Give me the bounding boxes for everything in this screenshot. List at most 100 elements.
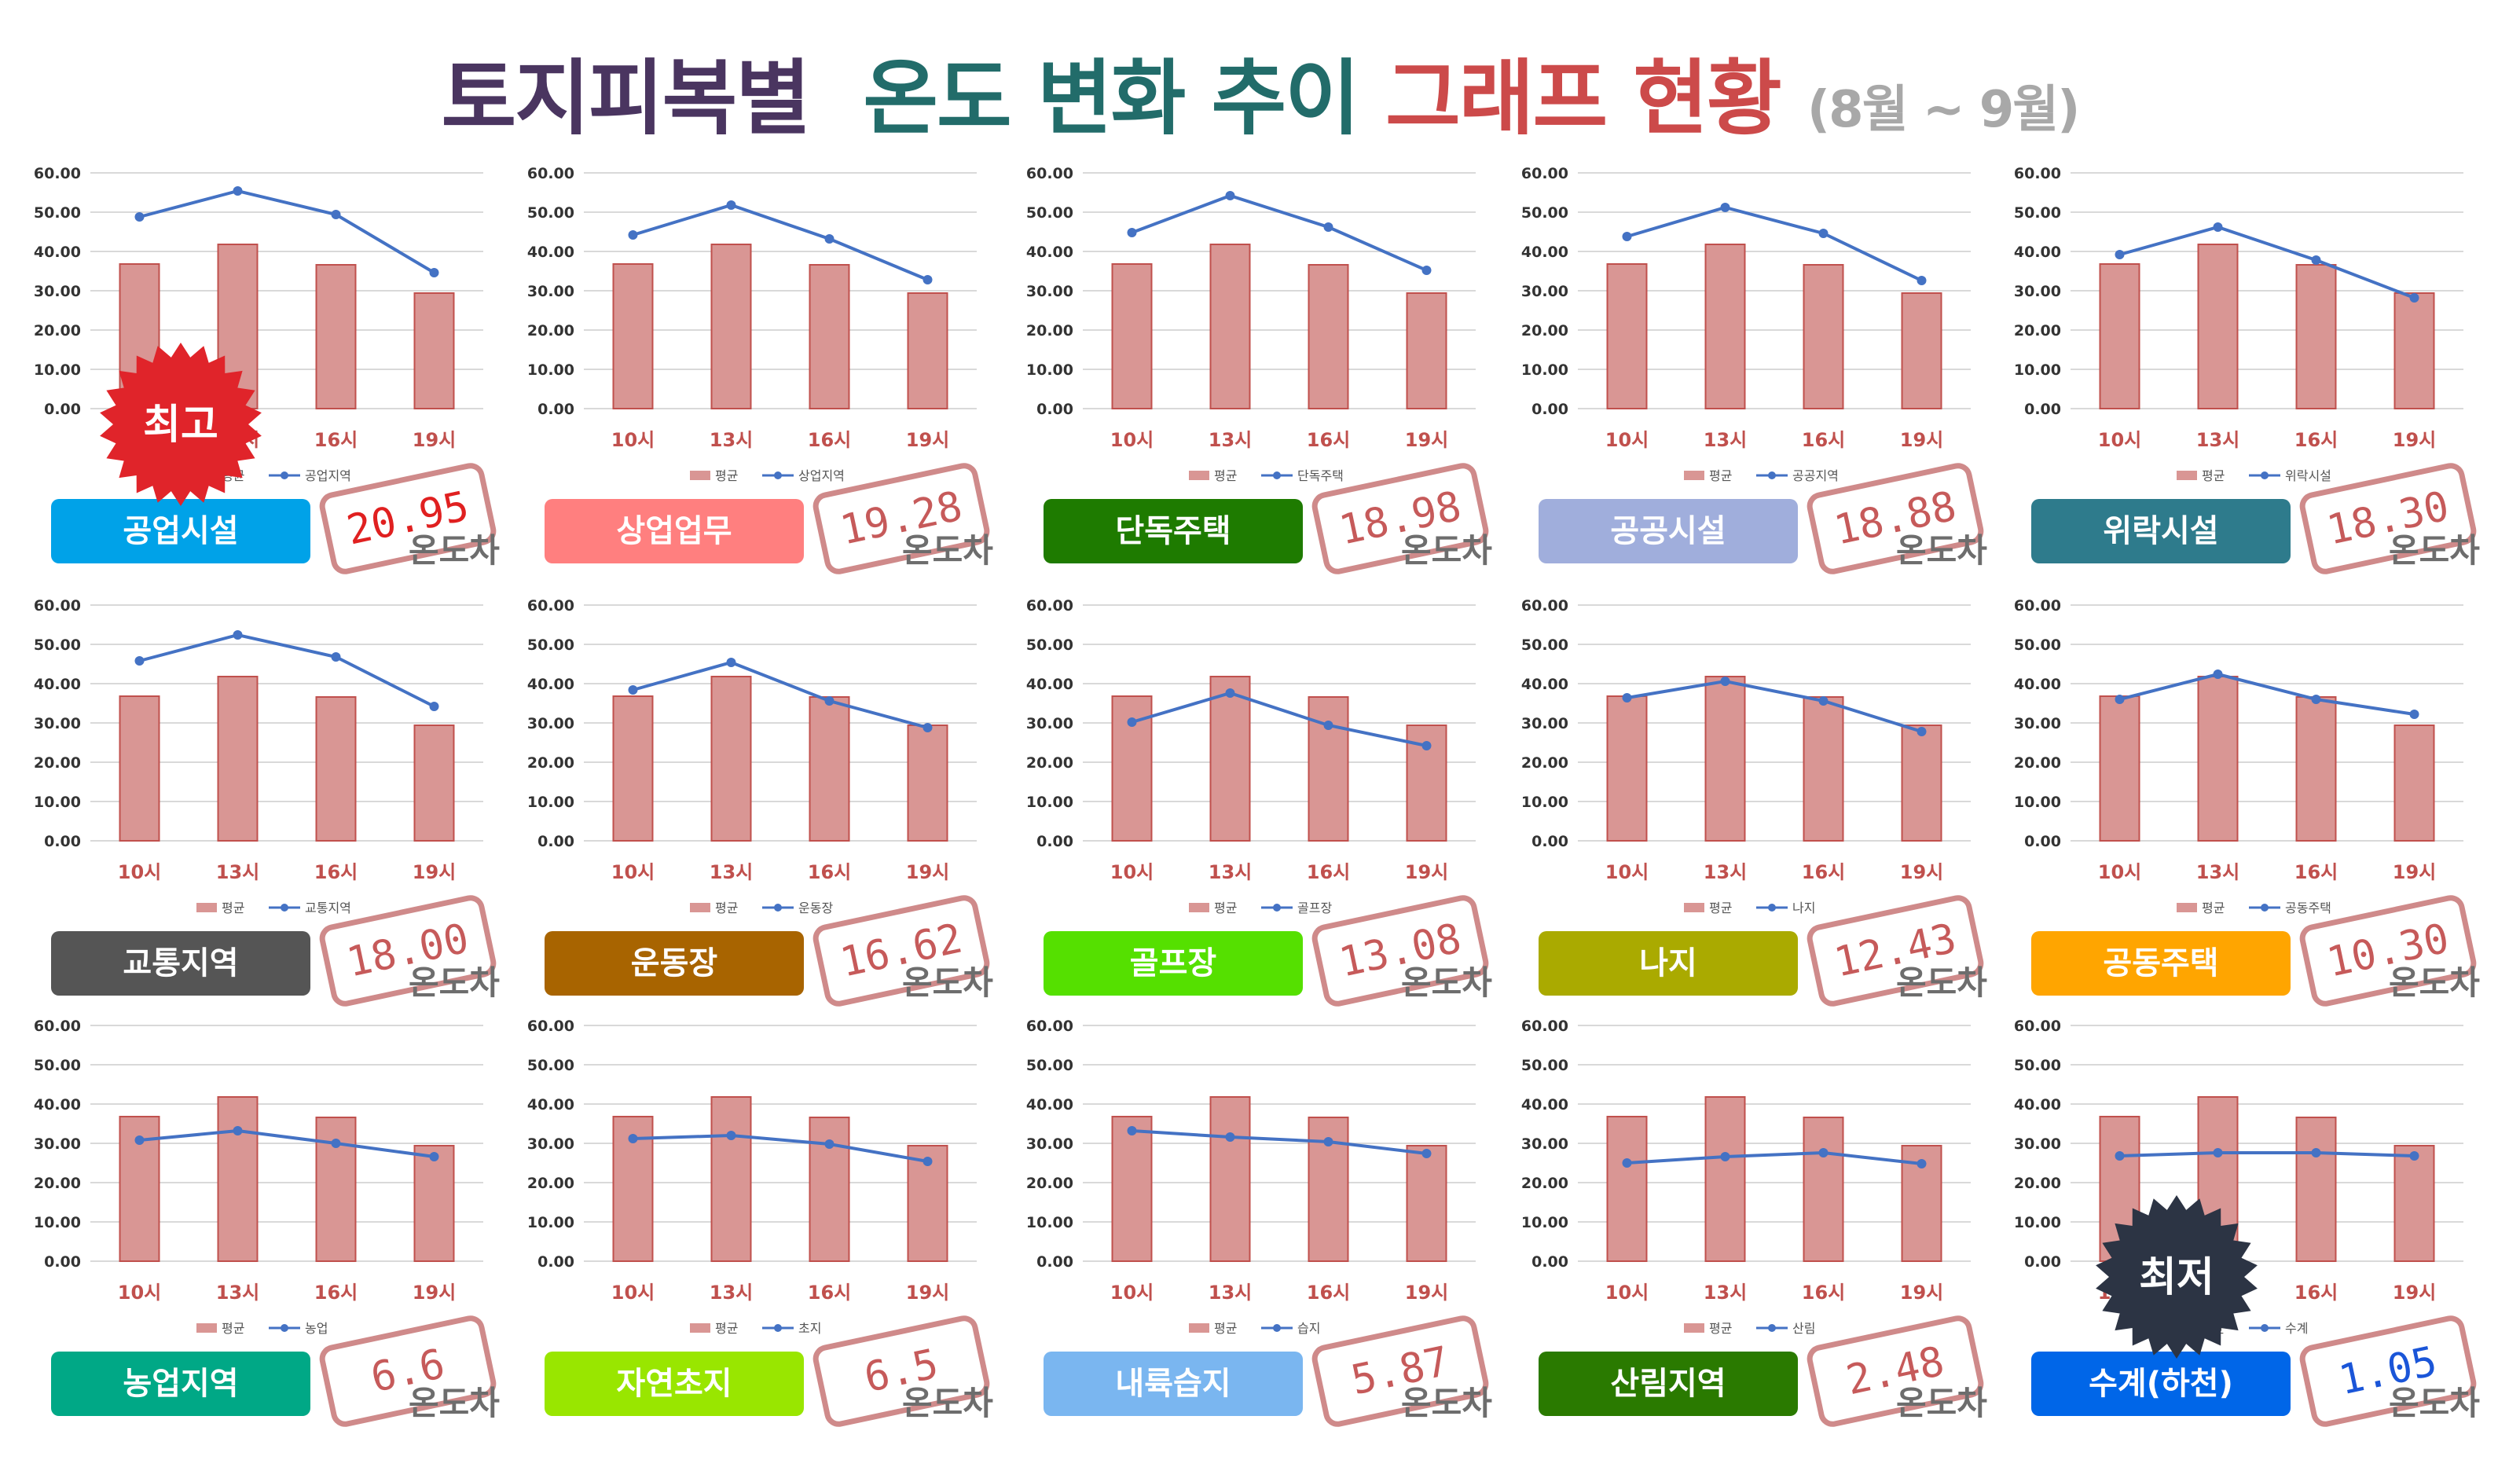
y-tick-label: 20.00	[1026, 1175, 1073, 1192]
series-line	[138, 633, 435, 708]
line-point	[1421, 741, 1432, 750]
y-tick-label: 50.00	[2014, 636, 2061, 654]
chart-svg: 0.0010.0020.0030.0040.0050.0060.0010시13시…	[2014, 1018, 2463, 1336]
legend-line-marker	[281, 1324, 288, 1332]
temp-diff-caption: 온도차	[2389, 963, 2480, 1002]
x-tick-label: 16시	[1802, 429, 1845, 451]
y-tick-label: 20.00	[34, 1175, 81, 1192]
line-point	[824, 234, 834, 244]
x-tick-label: 16시	[314, 429, 358, 451]
legend-line-marker	[1768, 904, 1776, 912]
bar	[1406, 1145, 1447, 1262]
series-line	[1132, 1129, 1427, 1155]
line-point	[1127, 1126, 1137, 1135]
line-point	[824, 1139, 834, 1149]
y-tick-label: 50.00	[34, 636, 81, 654]
y-tick-label: 10.00	[527, 794, 574, 811]
x-tick-label: 19시	[1405, 861, 1448, 883]
legend-bar-swatch	[2177, 903, 2197, 912]
bar	[710, 676, 752, 842]
y-tick-label: 20.00	[34, 322, 81, 339]
bar	[612, 263, 654, 409]
legend-line-marker	[774, 471, 782, 479]
line-point	[2311, 1148, 2321, 1157]
line-point	[2213, 669, 2223, 679]
bar	[413, 1145, 455, 1262]
y-tick-label: 60.00	[1521, 165, 1568, 182]
bar	[907, 292, 948, 409]
temp-diff-caption: 온도차	[1401, 531, 1492, 570]
y-tick-label: 50.00	[527, 636, 574, 654]
line-point	[2409, 710, 2419, 719]
x-tick-label: 19시	[413, 861, 456, 883]
chart-panel: 0.00 10.00 20.00 30.00 40.00 50.00 60.00 10시 13시…	[1503, 1006, 1998, 1430]
legend-bar-swatch	[1189, 903, 1209, 912]
y-tick-label: 40.00	[34, 244, 81, 261]
line-point	[233, 186, 243, 196]
legend-bar-label: 평균	[1214, 468, 1237, 483]
y-tick-label: 20.00	[1521, 322, 1568, 339]
x-tick-label: 10시	[1605, 861, 1649, 883]
y-tick-label: 30.00	[527, 715, 574, 732]
y-tick-label: 30.00	[34, 715, 81, 732]
bar	[809, 264, 850, 409]
y-tick-label: 40.00	[527, 1096, 574, 1113]
x-tick-label: 13시	[1209, 429, 1252, 451]
line-point	[1225, 688, 1235, 698]
bar	[1803, 1117, 1844, 1262]
title-part-2: 온도 변화 추이	[863, 50, 1359, 146]
chart-panel: 0.00 10.00 20.00 30.00 40.00 50.00 60.00 10시 13시…	[16, 585, 511, 1010]
y-tick-label: 0.00	[44, 1253, 81, 1271]
legend-bar-label: 평균	[1709, 901, 1732, 915]
line-point	[726, 658, 736, 667]
land-cover-label: 공업시설	[51, 499, 310, 563]
y-tick-label: 20.00	[1521, 1175, 1568, 1192]
y-tick-label: 10.00	[34, 361, 81, 379]
line-point	[1720, 203, 1730, 212]
series-line	[1626, 205, 1923, 282]
x-tick-label: 13시	[1209, 861, 1252, 883]
highest-badge: 최고	[100, 343, 262, 506]
x-tick-label: 13시	[710, 429, 753, 451]
bar	[413, 292, 455, 409]
y-tick-label: 10.00	[527, 361, 574, 379]
bar	[612, 695, 654, 842]
y-tick-label: 60.00	[34, 165, 81, 182]
y-tick-label: 30.00	[1521, 715, 1568, 732]
chart-panel: 0.00 10.00 20.00 30.00 40.00 50.00 60.00 10시 13시…	[1008, 1006, 1503, 1430]
legend-line-label: 수계	[2285, 1321, 2308, 1336]
bar	[217, 676, 259, 842]
y-tick-label: 50.00	[34, 1057, 81, 1074]
y-tick-label: 60.00	[1026, 597, 1073, 614]
legend-line-label: 위락시설	[2285, 468, 2331, 483]
x-tick-label: 19시	[906, 861, 949, 883]
series-line	[2119, 1151, 2415, 1157]
y-tick-label: 0.00	[2024, 833, 2061, 850]
x-tick-label: 10시	[611, 1282, 655, 1304]
x-tick-label: 13시	[2196, 429, 2239, 451]
x-tick-label: 19시	[413, 429, 456, 451]
y-tick-label: 40.00	[2014, 1096, 2061, 1113]
y-tick-label: 0.00	[537, 401, 574, 418]
page-title: 토지피복별 온도 변화 추이 그래프 현황 (8월 ~ 9월)	[0, 31, 2520, 150]
x-tick-label: 13시	[216, 861, 259, 883]
y-tick-label: 30.00	[2014, 1135, 2061, 1153]
x-tick-label: 16시	[314, 861, 358, 883]
temp-diff-caption: 온도차	[409, 1384, 500, 1422]
y-tick-label: 0.00	[2024, 1253, 2061, 1271]
line-point	[2409, 293, 2419, 303]
land-cover-label: 공공시설	[1539, 499, 1798, 563]
legend-line-label: 공동주택	[2285, 901, 2331, 915]
legend-bar-label: 평균	[222, 901, 244, 915]
x-tick-label: 16시	[2294, 429, 2338, 451]
legend-line-marker	[1273, 1324, 1281, 1332]
line-point	[923, 275, 933, 284]
chart-panel: 0.00 10.00 20.00 30.00 40.00 50.00 60.00 10시 13시…	[1008, 585, 1503, 1010]
bar	[809, 696, 850, 842]
legend-bar-label: 평균	[715, 468, 738, 483]
x-tick-label: 16시	[1307, 1282, 1350, 1304]
y-tick-label: 60.00	[527, 165, 574, 182]
line-point	[1323, 721, 1333, 730]
